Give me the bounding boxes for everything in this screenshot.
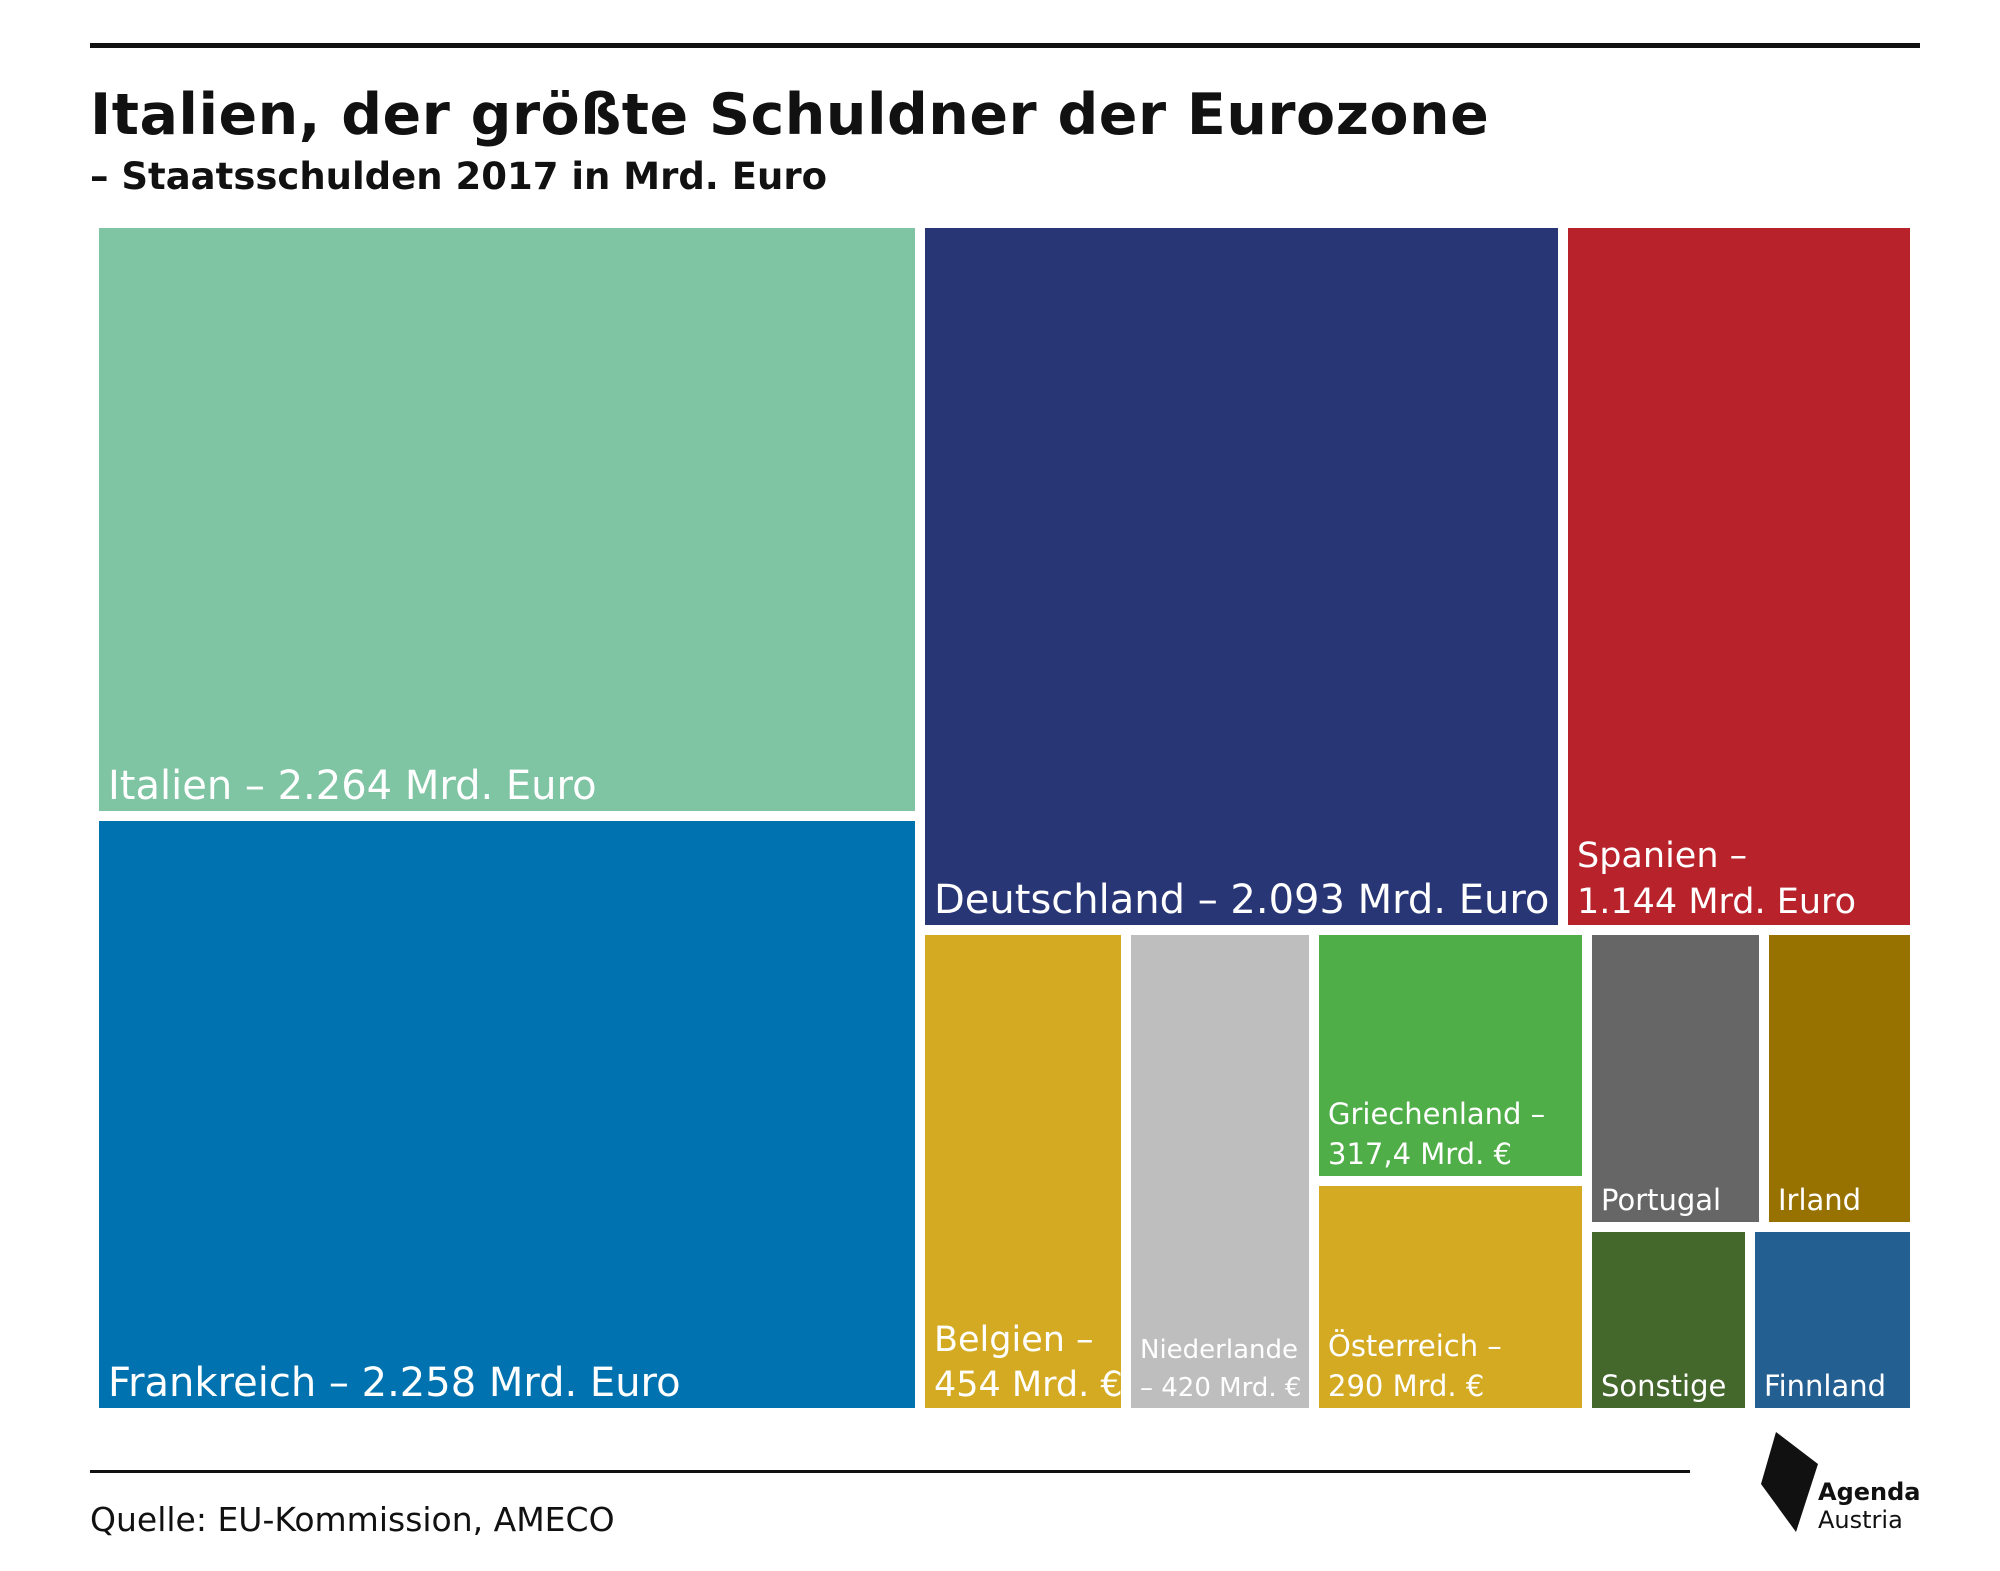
tile-griechenland: Griechenland – 317,4 Mrd. €: [1319, 935, 1582, 1176]
tile-label-belgien: 454 Mrd. €: [934, 1365, 1123, 1405]
tile-label-oesterreich: Österreich –: [1328, 1329, 1502, 1363]
logo-text-agenda: Agenda: [1818, 1478, 1921, 1506]
tile-label-oesterreich: 290 Mrd. €: [1328, 1369, 1484, 1403]
tile-label-irland: Irland: [1778, 1183, 1861, 1217]
logo-mark-icon: [1761, 1432, 1818, 1532]
tile-rect-italien: [99, 228, 915, 811]
tile-finnland: Finnland: [1755, 1232, 1910, 1408]
tile-deutschland: Deutschland – 2.093 Mrd. Euro: [925, 228, 1558, 925]
tile-spanien: Spanien – 1.144 Mrd. Euro: [1568, 228, 1910, 925]
tile-rect-portugal: [1592, 935, 1759, 1222]
tile-label-frankreich: Frankreich – 2.258 Mrd. Euro: [108, 1360, 681, 1406]
tile-italien: Italien – 2.264 Mrd. Euro: [99, 228, 915, 811]
tile-portugal: Portugal: [1592, 935, 1759, 1222]
tile-rect-frankreich: [99, 821, 915, 1408]
tile-oesterreich: Österreich – 290 Mrd. €: [1319, 1186, 1582, 1408]
source-note: Quelle: EU-Kommission, AMECO: [90, 1500, 615, 1539]
tile-rect-spanien: [1568, 228, 1910, 925]
tile-label-niederlande: Niederlande: [1140, 1335, 1298, 1365]
tile-label-sonstige: Sonstige: [1601, 1369, 1726, 1403]
tile-niederlande: Niederlande – 420 Mrd. €: [1131, 935, 1309, 1408]
tile-label-spanien: Spanien –: [1577, 836, 1747, 876]
chart-title: Italien, der größte Schuldner der Eurozo…: [90, 82, 1490, 148]
tile-rect-irland: [1769, 935, 1910, 1222]
tile-label-finnland: Finnland: [1764, 1369, 1886, 1403]
tile-label-niederlande: – 420 Mrd. €: [1140, 1373, 1301, 1403]
treemap-chart: Italien – 2.264 Mrd. Euro Frankreich – 2.…: [99, 228, 1910, 1408]
tile-frankreich: Frankreich – 2.258 Mrd. Euro: [99, 821, 915, 1408]
tile-label-portugal: Portugal: [1601, 1183, 1721, 1217]
tile-rect-sonstige: [1592, 1232, 1745, 1408]
tile-label-griechenland: 317,4 Mrd. €: [1328, 1137, 1512, 1171]
tile-rect-finnland: [1755, 1232, 1910, 1408]
tile-rect-belgien: [925, 935, 1121, 1408]
tile-rect-oesterreich: [1319, 1186, 1582, 1408]
tile-label-spanien: 1.144 Mrd. Euro: [1577, 882, 1856, 922]
tile-label-belgien: Belgien –: [934, 1320, 1094, 1360]
tile-irland: Irland: [1769, 935, 1910, 1222]
tile-label-griechenland: Griechenland –: [1328, 1097, 1545, 1131]
tile-belgien: Belgien – 454 Mrd. €: [925, 935, 1123, 1408]
tile-sonstige: Sonstige: [1592, 1232, 1745, 1408]
top-rule: [90, 43, 1920, 48]
tile-rect-griechenland: [1319, 935, 1582, 1176]
agenda-austria-logo: Agenda Austria: [1756, 1430, 1936, 1540]
tile-label-deutschland: Deutschland – 2.093 Mrd. Euro: [934, 877, 1549, 923]
tile-label-italien: Italien – 2.264 Mrd. Euro: [108, 763, 597, 809]
tile-rect-deutschland: [925, 228, 1558, 925]
bottom-rule: [90, 1470, 1690, 1473]
logo-text-austria: Austria: [1818, 1506, 1903, 1534]
chart-subtitle: – Staatsschulden 2017 in Mrd. Euro: [90, 155, 828, 198]
tile-rect-niederlande: [1131, 935, 1309, 1408]
